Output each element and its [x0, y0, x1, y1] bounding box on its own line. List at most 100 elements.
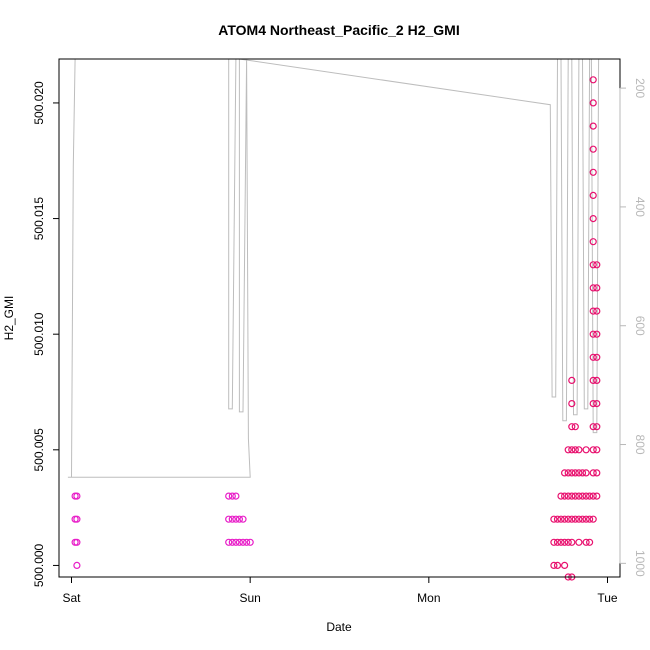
y-tick-label: 500.015 — [32, 197, 46, 241]
data-point — [246, 538, 254, 546]
data-point — [593, 261, 601, 269]
data-point — [560, 561, 569, 570]
data-point — [589, 469, 597, 477]
data-points — [71, 76, 601, 581]
y-tick-label: 500.000 — [32, 543, 46, 587]
data-point — [228, 538, 236, 546]
pressure-lines — [67, 58, 600, 478]
data-point — [589, 261, 597, 269]
data-point — [553, 561, 562, 570]
data-point — [589, 376, 597, 384]
data-point — [550, 538, 558, 546]
data-point — [232, 515, 240, 523]
data-point — [589, 400, 597, 408]
data-point — [568, 515, 576, 523]
y-axis: 500.000 500.005 500.010 500.015 500.020 — [32, 81, 60, 587]
data-point — [73, 561, 81, 570]
x-tick-label: Mon — [417, 591, 440, 605]
data-point — [232, 492, 240, 500]
data-point — [582, 469, 590, 477]
data-point — [550, 515, 558, 523]
data-point — [589, 215, 597, 223]
data-point — [550, 561, 558, 570]
y-tick-label: 500.020 — [32, 81, 46, 125]
data-point — [571, 515, 579, 523]
data-point — [225, 492, 233, 500]
y-tick-label: 500.005 — [32, 428, 46, 472]
data-point — [571, 446, 579, 454]
data-point — [73, 515, 81, 523]
data-point — [564, 446, 572, 454]
data-point — [585, 538, 594, 546]
data-point — [225, 538, 233, 546]
data-point — [593, 284, 601, 292]
data-point — [557, 538, 565, 546]
data-point — [578, 469, 587, 477]
data-point — [553, 538, 562, 546]
y2-tick-label: 400 — [633, 197, 647, 217]
data-point — [585, 515, 594, 523]
data-point — [589, 515, 597, 523]
pressure-line-3 — [239, 58, 600, 434]
data-point — [560, 515, 569, 523]
data-point — [564, 538, 572, 546]
data-point — [589, 492, 597, 500]
y2-tick-label: 1000 — [633, 550, 647, 577]
data-point — [228, 492, 236, 500]
data-point — [568, 446, 576, 454]
data-point — [568, 400, 576, 408]
data-point — [568, 376, 576, 384]
data-point — [593, 492, 601, 500]
data-point — [578, 515, 587, 523]
data-point — [568, 469, 576, 477]
data-point — [239, 515, 247, 523]
data-point — [593, 446, 601, 454]
data-point — [564, 469, 572, 477]
data-point — [568, 492, 576, 500]
data-point — [593, 400, 601, 408]
data-point — [243, 538, 251, 546]
data-point — [232, 538, 240, 546]
data-point — [593, 330, 601, 338]
data-point — [235, 515, 243, 523]
data-point — [593, 353, 601, 361]
data-point — [582, 492, 590, 500]
x-tick-label: Sat — [62, 591, 81, 605]
data-point — [225, 515, 233, 523]
data-point — [235, 538, 243, 546]
x-tick-label: Tue — [597, 591, 618, 605]
data-point — [571, 492, 579, 500]
data-point — [589, 191, 597, 199]
data-point — [571, 423, 579, 431]
x-axis: Sat Sun Mon Tue — [62, 576, 618, 605]
data-point — [575, 469, 583, 477]
data-point — [582, 515, 590, 523]
data-point — [589, 330, 597, 338]
data-point — [560, 492, 569, 500]
data-point — [582, 446, 590, 454]
data-point — [589, 168, 597, 176]
x-axis-label: Date — [326, 620, 352, 634]
data-point — [575, 515, 583, 523]
data-point — [589, 423, 597, 431]
data-point — [560, 538, 569, 546]
data-point — [593, 376, 601, 384]
plot-frame — [58, 58, 621, 578]
data-point — [589, 353, 597, 361]
y-tick-label: 500.010 — [32, 312, 46, 356]
data-point — [589, 145, 597, 153]
data-point — [589, 284, 597, 292]
data-point — [557, 492, 565, 500]
data-point — [575, 538, 583, 546]
data-point — [568, 538, 576, 546]
data-point — [589, 446, 597, 454]
data-point — [568, 423, 576, 431]
data-point — [593, 469, 601, 477]
data-point — [585, 492, 594, 500]
data-point — [578, 492, 587, 500]
pressure-line-2 — [67, 58, 251, 478]
data-point — [557, 515, 565, 523]
data-point — [589, 307, 597, 315]
data-point — [73, 492, 81, 500]
data-point — [589, 76, 597, 84]
